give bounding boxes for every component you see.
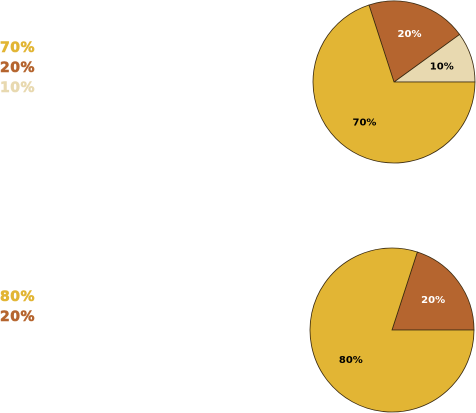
- legend-chart-2: 80% 20%: [0, 287, 35, 327]
- pie1-slice-70: [312, 4, 476, 164]
- legend-item-80: 80%: [0, 289, 36, 306]
- legend-item-20b: 20%: [0, 309, 36, 326]
- pie2-label-80: 80%: [339, 355, 363, 366]
- legend-item-20: 20%: [0, 60, 36, 77]
- pie1-label-20: 20%: [398, 29, 422, 40]
- pie2-slice-80: [309, 247, 475, 413]
- legend-item-70: 70%: [0, 40, 36, 57]
- pie2-slice-20: [391, 251, 475, 331]
- legend-chart-1: 70% 20% 10%: [0, 38, 35, 98]
- pie2-label-20: 20%: [421, 295, 445, 306]
- legend-item-10: 10%: [0, 80, 36, 97]
- pie1-label-10: 10%: [430, 61, 454, 72]
- pie1-label-70: 70%: [353, 118, 377, 129]
- pie1-slice-20: [368, 0, 461, 83]
